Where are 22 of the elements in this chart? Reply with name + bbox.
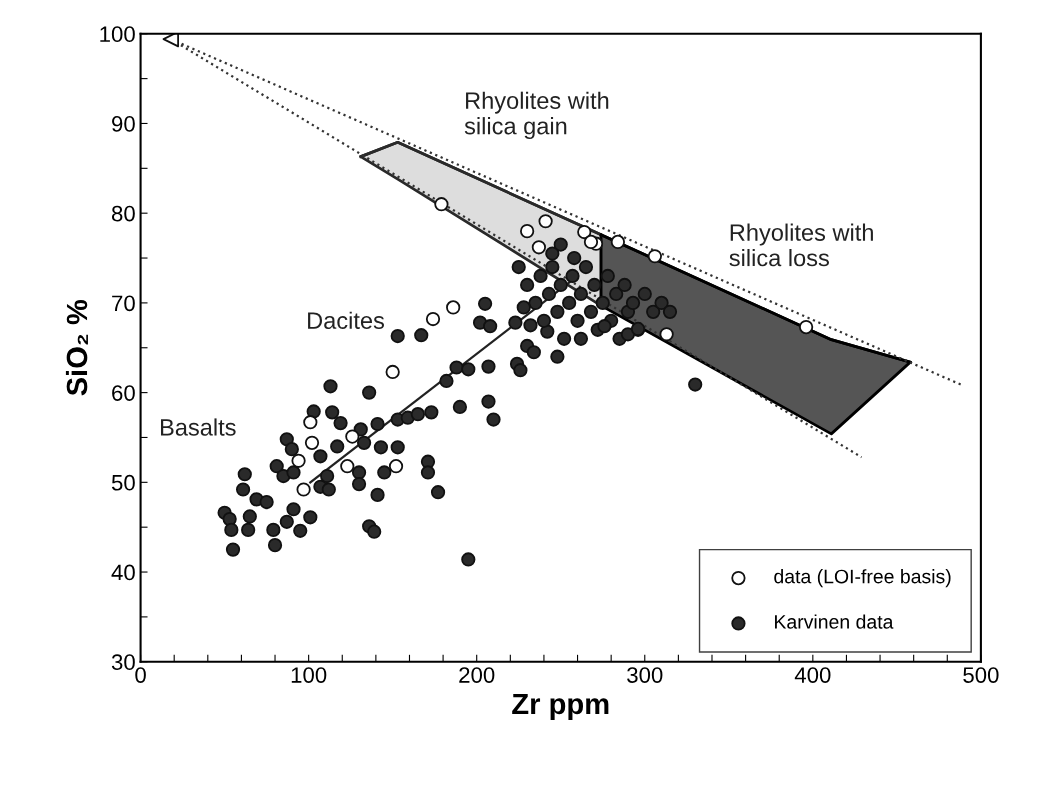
legend-label: data (LOI-free basis) (774, 569, 951, 588)
y-tick-label: 80 (111, 205, 135, 222)
y-axis-title: SiO₂ % (65, 299, 88, 396)
x-tick-label: 400 (794, 667, 831, 683)
y-tick-label: 50 (111, 474, 135, 491)
annotation: Basalts (161, 418, 236, 436)
annotation: Dacites (308, 311, 384, 329)
annotation: Rhyolites with silica gain (464, 91, 609, 140)
y-tick-label: 60 (112, 385, 135, 401)
y-tick-label: 30 (111, 654, 135, 671)
y-tick-label: 40 (111, 564, 135, 581)
x-tick-label: 300 (627, 667, 663, 683)
x-tick-label: 0 (135, 667, 146, 683)
x-tick-label: 100 (291, 667, 327, 683)
annotation: Rhyolites with silica loss (729, 223, 873, 267)
y-tick-label: 100 (100, 26, 135, 43)
x-tick-label: 200 (459, 667, 495, 683)
x-axis-title: Zr ppm (512, 693, 609, 721)
x-tick-label: 500 (963, 667, 999, 683)
legend-label: Karvinen data (775, 614, 894, 629)
y-tick-label: 70 (112, 295, 135, 312)
y-tick-label: 90 (112, 116, 135, 132)
